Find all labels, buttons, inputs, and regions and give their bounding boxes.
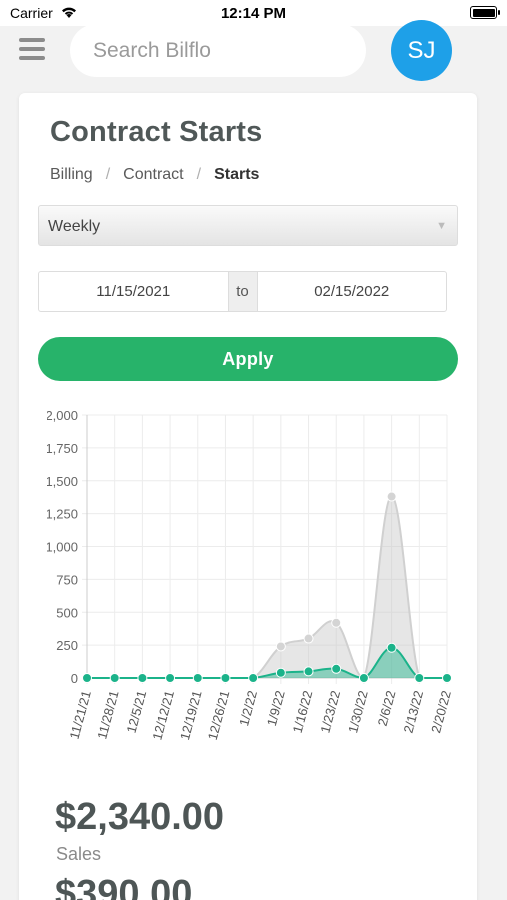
data-point <box>165 673 176 683</box>
y-tick-label: 250 <box>56 638 78 653</box>
chevron-down-icon: ▼ <box>436 220 447 232</box>
x-tick-label: 12/19/21 <box>177 689 205 742</box>
data-point <box>331 617 342 628</box>
x-tick-label: 2/6/22 <box>375 689 399 728</box>
y-tick-label: 1,750 <box>47 441 78 456</box>
y-tick-label: 1,000 <box>47 540 78 555</box>
data-point <box>192 673 203 683</box>
clock: 12:14 PM <box>220 5 287 22</box>
data-point <box>414 673 425 683</box>
data-point <box>275 641 286 652</box>
data-point <box>303 633 314 644</box>
battery-icon <box>470 6 500 19</box>
data-point <box>82 673 92 683</box>
start-date-field[interactable]: 11/15/2021 <box>96 283 171 300</box>
date-range: 11/15/2021 to 02/15/2022 <box>38 271 447 312</box>
period-select-value: Weekly <box>48 218 101 235</box>
y-tick-label: 1,250 <box>47 507 78 522</box>
date-range-separator: to <box>227 272 258 311</box>
breadcrumb-starts: Starts <box>214 166 260 183</box>
sales-total: $2,340.00 <box>55 796 225 838</box>
data-point <box>220 673 231 683</box>
data-point <box>386 642 397 653</box>
sales-label: Sales <box>56 844 102 864</box>
status-bar: Carrier 12:14 PM <box>0 0 507 26</box>
data-point <box>248 673 259 683</box>
end-date-field[interactable]: 02/15/2022 <box>314 283 390 300</box>
wifi-icon <box>62 7 76 18</box>
period-select[interactable]: Weekly ▼ <box>38 205 458 246</box>
data-point <box>386 491 397 502</box>
breadcrumb-contract[interactable]: Contract <box>123 166 184 183</box>
search-input[interactable]: Search Bilflo <box>70 24 366 77</box>
x-tick-label: 2/13/22 <box>400 689 426 735</box>
x-tick-label: 11/28/21 <box>94 689 121 741</box>
series-area-0 <box>87 496 447 678</box>
data-point <box>442 673 452 683</box>
series-area-1 <box>87 647 447 678</box>
data-point <box>275 667 286 678</box>
x-tick-label: 1/23/22 <box>317 689 343 735</box>
x-tick-label: 11/21/21 <box>67 689 94 741</box>
y-tick-label: 1,500 <box>47 474 78 489</box>
x-tick-label: 1/9/22 <box>264 689 288 728</box>
contract-starts-chart: 2,000 1,750 1,500 1,250 1,000 750 500 250 0 11/21… <box>47 408 454 742</box>
x-tick-label: 1/16/22 <box>290 689 316 735</box>
breadcrumb-billing[interactable]: Billing <box>50 166 93 183</box>
carrier-label: Carrier <box>10 5 53 21</box>
data-point <box>358 673 369 683</box>
data-point <box>303 666 314 677</box>
x-tick-label: 1/2/22 <box>236 689 260 728</box>
second-total: $390.00 <box>55 873 193 900</box>
breadcrumb: Billing / Contract / Starts <box>50 166 260 183</box>
menu-icon[interactable] <box>19 38 45 60</box>
data-point <box>137 673 148 683</box>
avatar[interactable]: SJ <box>391 20 452 81</box>
contract-starts-card: Contract Starts Billing / Contract / Starts … <box>19 93 477 900</box>
y-tick-label: 750 <box>56 572 78 587</box>
data-point <box>109 673 120 683</box>
y-tick-label: 500 <box>56 605 78 620</box>
x-tick-label: 1/30/22 <box>345 689 371 735</box>
x-tick-label: 2/20/22 <box>428 689 454 735</box>
x-tick-label: 12/12/21 <box>149 689 177 742</box>
x-tick-label: 12/5/21 <box>124 689 150 735</box>
y-tick-label: 0 <box>71 671 78 686</box>
x-tick-label: 12/26/21 <box>205 689 233 742</box>
data-point <box>331 663 342 674</box>
page-title: Contract Starts <box>50 116 263 148</box>
apply-button[interactable]: Apply <box>38 337 458 381</box>
y-tick-label: 2,000 <box>47 408 78 423</box>
